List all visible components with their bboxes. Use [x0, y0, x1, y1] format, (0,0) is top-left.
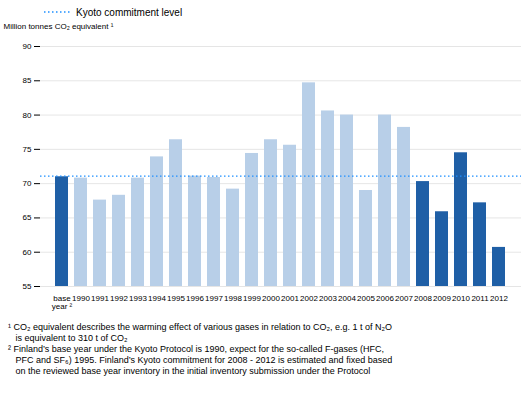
svg-text:1992: 1992	[110, 294, 128, 303]
svg-text:90: 90	[23, 42, 32, 51]
svg-text:1994: 1994	[148, 294, 166, 303]
svg-text:baseyear ²: baseyear ²	[52, 294, 73, 311]
svg-text:1997: 1997	[205, 294, 223, 303]
svg-text:2008: 2008	[414, 294, 432, 303]
svg-text:1990: 1990	[72, 294, 90, 303]
svg-text:2000: 2000	[262, 294, 280, 303]
svg-text:Million tonnes CO₂ equivalent: Million tonnes CO₂ equivalent ¹	[4, 22, 114, 31]
svg-text:1995: 1995	[167, 294, 185, 303]
svg-text:2009: 2009	[433, 294, 451, 303]
svg-text:1998: 1998	[224, 294, 242, 303]
html-text:¹ CO₂ equivalent describes the: ¹ CO₂ equivalent describes the warming e…	[8, 322, 392, 343]
html-text:² Finland’s base year under th: ² Finland’s base year under the Kyoto Pr…	[8, 344, 393, 376]
svg-text:85: 85	[23, 76, 32, 85]
svg-text:80: 80	[23, 111, 32, 120]
svg-text:2006: 2006	[376, 294, 394, 303]
svg-text:2001: 2001	[281, 294, 299, 303]
svg-text:1993: 1993	[129, 294, 147, 303]
svg-text:75: 75	[23, 145, 32, 154]
svg-text:1996: 1996	[186, 294, 204, 303]
svg-text:2003: 2003	[319, 294, 337, 303]
svg-text:70: 70	[23, 179, 32, 188]
html-text:Kyoto commitment level: Kyoto commitment level	[76, 6, 183, 18]
svg-text:2005: 2005	[357, 294, 375, 303]
svg-text:2002: 2002	[300, 294, 318, 303]
svg-text:2007: 2007	[395, 294, 413, 303]
svg-text:2011: 2011	[471, 294, 489, 303]
svg-text:2010: 2010	[452, 294, 470, 303]
svg-text:1991: 1991	[91, 294, 109, 303]
svg-text:2004: 2004	[338, 294, 356, 303]
svg-text:65: 65	[23, 213, 32, 222]
svg-text:60: 60	[23, 248, 32, 257]
svg-text:1999: 1999	[243, 294, 261, 303]
svg-text:55: 55	[23, 282, 32, 291]
svg-text:2012: 2012	[490, 294, 508, 303]
